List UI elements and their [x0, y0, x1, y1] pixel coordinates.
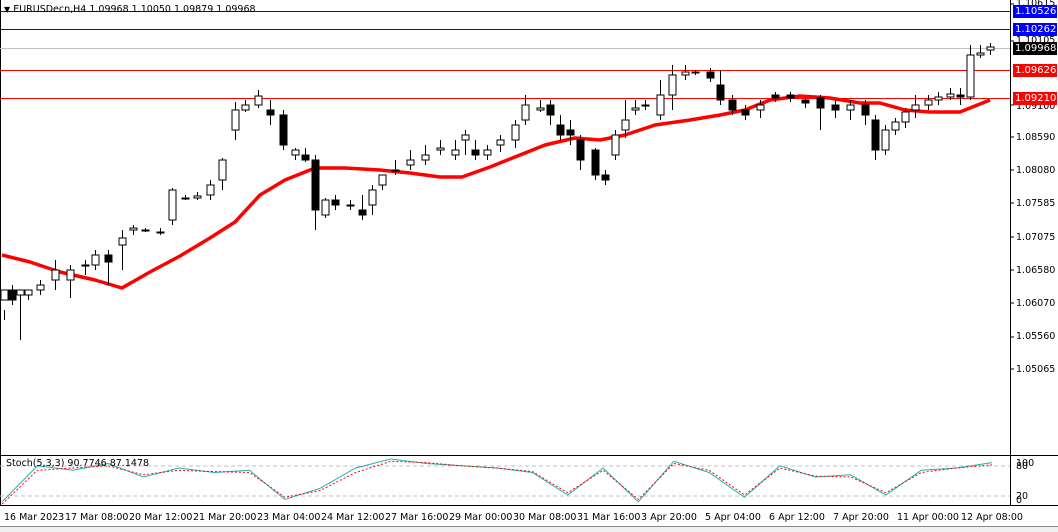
price-chart-canvas	[0, 0, 1058, 456]
time-tick: 30 Mar 08:00	[513, 512, 577, 523]
symbol-ohlc-label: EURUSDecn,H4 1.09968 1.10050 1.09879 1.0…	[13, 4, 256, 15]
price-tick: 1.08080	[1016, 165, 1056, 176]
time-tick: 23 Mar 04:00	[257, 512, 321, 523]
time-tick: 24 Mar 12:00	[321, 512, 385, 523]
time-tick: 27 Mar 16:00	[385, 512, 449, 523]
bottom-scrollbar[interactable]	[0, 526, 1058, 532]
stoch-level-0: 0	[1016, 495, 1023, 506]
time-tick: 7 Apr 20:00	[833, 512, 889, 523]
symbol-title[interactable]: ▼ EURUSDecn,H4 1.09968 1.10050 1.09879 1…	[4, 4, 256, 15]
stochastic-panel[interactable]: Stoch(5,3,3) 90.7746 87.1478 100 80 20 0	[0, 456, 1058, 506]
triangle-down-icon[interactable]: ▼	[4, 5, 11, 14]
price-tick: 1.05560	[1016, 331, 1056, 342]
price-tag-1.09626: 1.09626	[1013, 64, 1057, 77]
price-tick: 1.06070	[1016, 298, 1056, 309]
time-tick: 16 Mar 2023	[4, 512, 65, 523]
time-tick: 21 Mar 20:00	[193, 512, 257, 523]
price-tick: 1.08590	[1016, 132, 1056, 143]
stochastic-label: Stoch(5,3,3) 90.7746 87.1478	[6, 458, 150, 469]
time-tick: 29 Mar 00:00	[449, 512, 513, 523]
price-tick: 1.07585	[1016, 198, 1056, 209]
stoch-level-100: 100	[1016, 458, 1035, 469]
stoch-level-80: 80	[1016, 461, 1029, 472]
price-tag-1.10526: 1.10526	[1013, 5, 1057, 18]
time-tick: 11 Apr 00:00	[897, 512, 959, 523]
price-tick: 1.10105	[1016, 35, 1056, 46]
price-chart-panel[interactable]: ▼ EURUSDecn,H4 1.09968 1.10050 1.09879 1…	[0, 0, 1058, 456]
price-tick: 1.09100	[1016, 101, 1056, 112]
price-tag-1.09210: 1.09210	[1013, 92, 1057, 105]
price-tick: 1.05065	[1016, 364, 1056, 375]
time-tick: 17 Mar 08:00	[65, 512, 129, 523]
price-tick: 1.10615	[1016, 0, 1055, 9]
time-tick: 12 Apr 08:00	[961, 512, 1023, 523]
time-tick: 20 Mar 12:00	[129, 512, 193, 523]
time-tick: 3 Apr 20:00	[641, 512, 697, 523]
time-tick: 31 Mar 16:00	[577, 512, 641, 523]
price-tag-1.10262: 1.10262	[1013, 23, 1057, 36]
stochastic-canvas	[0, 456, 1058, 506]
time-tick: 5 Apr 04:00	[705, 512, 761, 523]
price-tick: 1.06580	[1016, 265, 1056, 276]
current-price-tag: 1.09968	[1013, 42, 1057, 55]
price-tick: 1.07075	[1016, 232, 1056, 243]
time-tick: 6 Apr 12:00	[769, 512, 825, 523]
stoch-level-20: 20	[1016, 491, 1029, 502]
